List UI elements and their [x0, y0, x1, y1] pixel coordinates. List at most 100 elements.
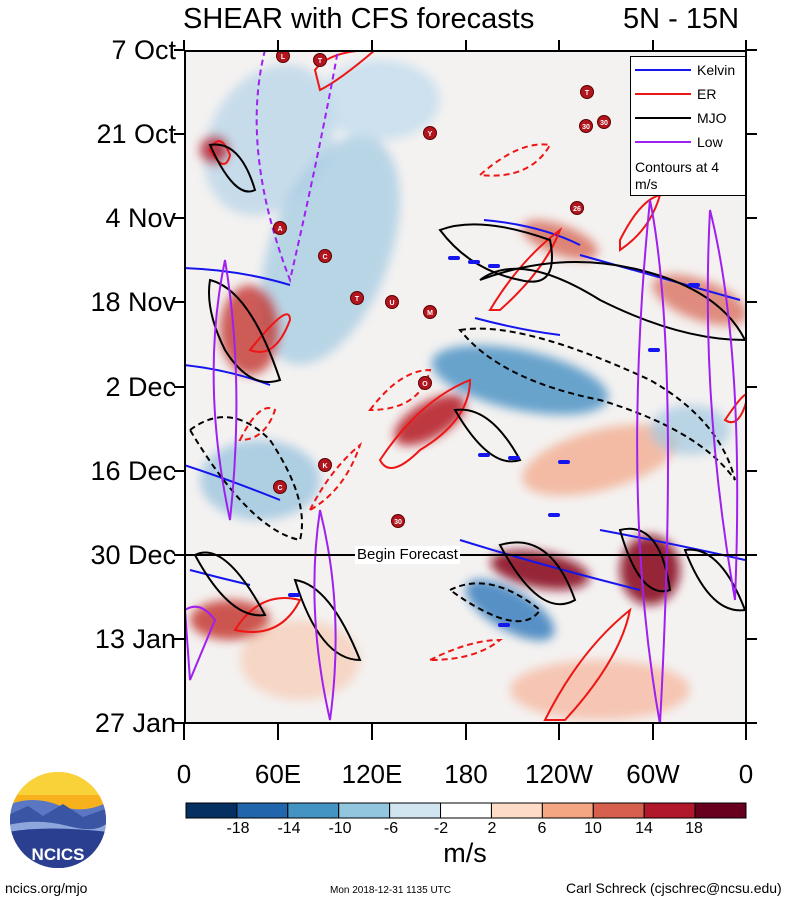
mjo-contour — [453, 408, 522, 463]
storm-marker: 30 — [597, 115, 611, 129]
legend-label: Kelvin — [697, 62, 736, 78]
ytick-label: 7 Oct — [111, 35, 176, 65]
storm-marker: C — [273, 480, 287, 494]
low-contour — [636, 199, 669, 724]
colorbar-units: m/s — [443, 838, 487, 868]
storm-marker: T — [580, 85, 594, 99]
ncics-logo: NCICS — [10, 772, 106, 868]
legend-swatch — [635, 93, 691, 95]
legend-swatch — [635, 117, 691, 119]
er-contour — [367, 368, 432, 412]
storm-markers: L T Y A C T U M O C K 30 26 30 T 30 — [273, 50, 611, 528]
mjo-contour — [188, 416, 303, 542]
kelvin-contour — [483, 219, 581, 246]
colorbar-swatch — [592, 802, 645, 819]
legend-note: Contours at 4 m/s — [635, 159, 720, 192]
er-contour — [238, 407, 277, 442]
mjo-contour — [448, 582, 542, 623]
storm-marker: M — [423, 305, 437, 319]
er-contour — [477, 143, 552, 177]
storm-marker: T — [350, 291, 364, 305]
colorbar-swatch — [389, 802, 442, 819]
footer-url: ncics.org/mjo — [5, 880, 88, 896]
storm-marker-label: T — [585, 90, 590, 97]
storm-marker-label: A — [277, 226, 282, 233]
footer-credit: Carl Schreck (cjschrec@ncsu.edu) — [566, 880, 782, 896]
ytick-label: 18 Nov — [90, 287, 176, 317]
ytick-label: 2 Dec — [105, 372, 176, 402]
storm-marker-label: U — [389, 300, 394, 307]
colorbar-swatch — [694, 802, 747, 819]
colorbar-label: -2 — [433, 820, 449, 837]
kelvin-contour — [474, 317, 561, 336]
storm-marker: U — [385, 295, 399, 309]
low-contour — [184, 605, 217, 681]
shear-field — [184, 50, 747, 724]
legend-swatch — [635, 141, 691, 143]
er-contour — [488, 227, 563, 311]
er-contour — [233, 597, 302, 633]
colorbar-label: 6 — [537, 820, 547, 837]
xtick-label: 120W — [525, 759, 593, 789]
low-contour — [255, 50, 339, 284]
low-contour — [706, 209, 739, 601]
storm-marker: L — [276, 50, 290, 63]
mjo-contour — [208, 278, 282, 383]
storm-marker-label: C — [277, 485, 282, 492]
storm-marker-label: 30 — [394, 519, 402, 526]
storm-marker: K — [318, 458, 332, 472]
legend-label: ER — [697, 86, 717, 102]
kelvin-contour — [459, 539, 641, 591]
colorbar-label: -14 — [277, 820, 301, 837]
xtick-label: 120E — [341, 759, 403, 789]
colorbar-swatch — [541, 802, 594, 819]
colorbar-swatch — [643, 802, 696, 819]
storm-marker-label: K — [322, 463, 327, 470]
xtick-label: 60W — [626, 759, 680, 789]
storm-marker-label: 30 — [582, 124, 590, 131]
legend-item-kelvin: Kelvin — [635, 61, 745, 79]
colorbar-label: 18 — [685, 820, 703, 837]
storm-marker: T — [313, 53, 327, 67]
storm-marker-label: 26 — [573, 206, 581, 213]
er-contour — [307, 441, 363, 513]
kelvin-contour — [184, 464, 281, 501]
legend-label: MJO — [697, 110, 727, 126]
storm-marker-label: T — [355, 296, 360, 303]
storm-marker-label: C — [322, 254, 327, 261]
colorbar-swatch — [236, 802, 289, 819]
storm-marker: Y — [423, 126, 437, 140]
ytick-label: 21 Oct — [96, 119, 176, 149]
ytick-label: 16 Dec — [90, 456, 176, 486]
storm-marker: A — [273, 221, 287, 235]
ytick-label: 4 Nov — [105, 203, 176, 233]
er-contour — [378, 378, 472, 469]
forecast-label: Begin Forecast — [355, 546, 460, 564]
colorbar — [185, 802, 747, 819]
plot-frame — [184, 50, 747, 724]
storm-marker: 30 — [391, 514, 405, 528]
colorbar-label: -18 — [226, 820, 250, 837]
legend-item-mjo: MJO — [635, 109, 745, 127]
colorbar-label: -6 — [383, 820, 399, 837]
xtick-label: 180 — [444, 759, 488, 789]
legend-item-er: ER — [635, 85, 745, 103]
colorbar-swatch — [440, 802, 492, 819]
kelvin-contour — [184, 267, 291, 286]
storm-marker: O — [418, 376, 432, 390]
storm-marker-label: M — [427, 310, 433, 317]
legend-swatch — [635, 69, 691, 71]
er-contour — [429, 638, 503, 661]
colorbar-swatch — [287, 802, 340, 819]
latitude-band: 5N - 15N — [623, 3, 740, 35]
er-contour — [543, 607, 632, 721]
xtick-label: 0 — [738, 759, 754, 789]
ytick-label: 13 Jan — [94, 624, 176, 654]
colorbar-swatch — [490, 802, 543, 819]
storm-marker-label: L — [281, 54, 286, 61]
ytick-label: 30 Dec — [90, 540, 176, 570]
legend-item-low: Low — [635, 133, 745, 151]
colorbar-label: -10 — [328, 820, 352, 837]
legend-label: Low — [697, 134, 723, 150]
